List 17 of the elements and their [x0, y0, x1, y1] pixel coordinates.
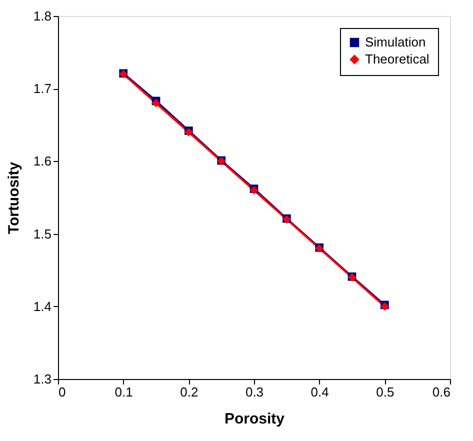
x-tick-label: 0.2 — [180, 384, 198, 400]
x-tick-label: 0.1 — [114, 384, 133, 400]
x-axis-title: Porosity — [224, 410, 286, 428]
x-tick-label: 0.4 — [310, 384, 329, 400]
x-tick-label: 0.6 — [432, 384, 450, 400]
x-tick-label: 0.3 — [245, 384, 264, 400]
y-tick-label: 1.4 — [33, 298, 52, 314]
legend-label: Theoretical — [365, 52, 430, 66]
y-tick-label: 1.7 — [33, 81, 52, 96]
y-axis-title: Tortuosity — [5, 161, 22, 234]
y-tick-label: 1.5 — [33, 226, 52, 242]
y-tick-label: 1.6 — [33, 154, 52, 169]
x-tick-label: 0.5 — [376, 384, 394, 400]
legend-label: Simulation — [365, 34, 426, 50]
y-tick-label: 1.8 — [33, 8, 52, 24]
x-tick-label: 0 — [58, 384, 66, 400]
y-tick-label: 1.3 — [33, 372, 52, 386]
